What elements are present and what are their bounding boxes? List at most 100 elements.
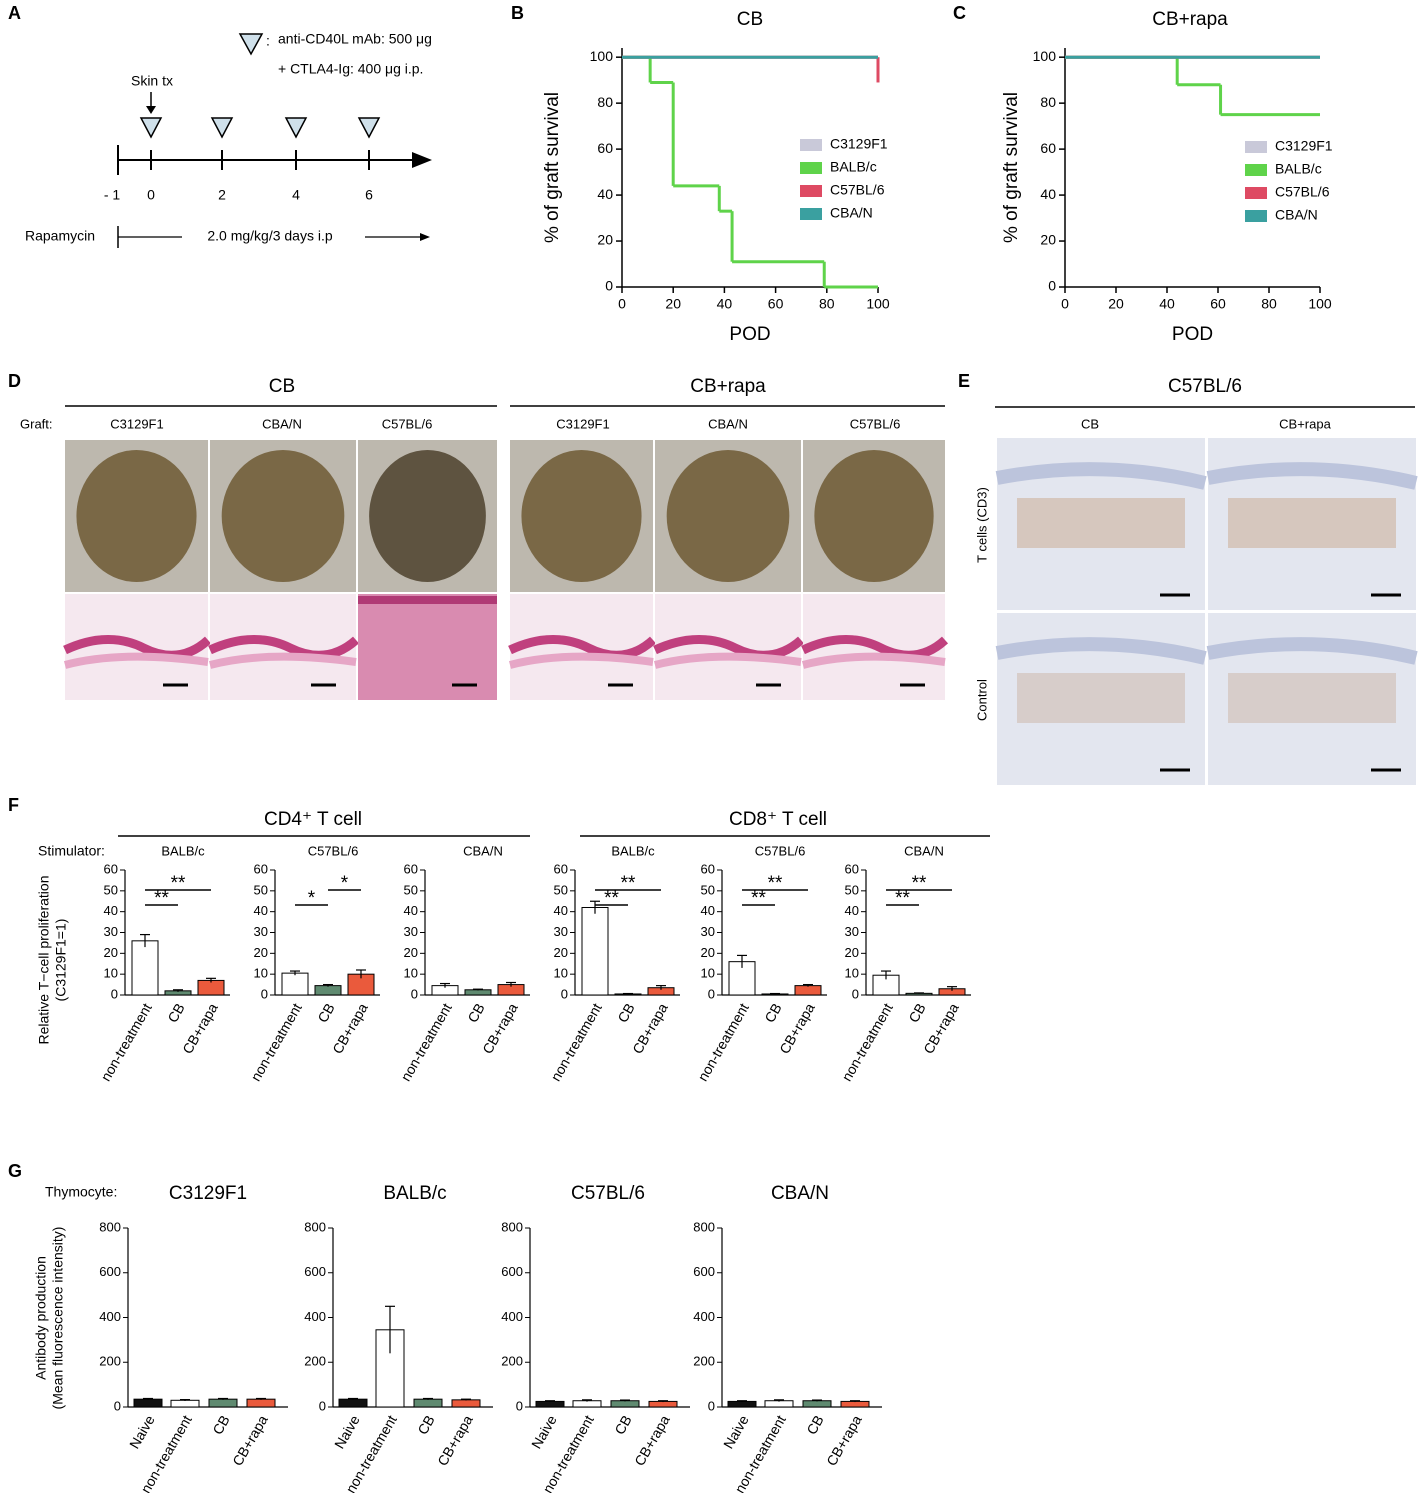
x-tick-label: 20 — [665, 296, 681, 312]
bar — [451, 1399, 481, 1408]
x-tick-label: non-treatment — [397, 1000, 454, 1084]
x-tick-label: 60 — [1210, 296, 1226, 312]
x-tick-label: CB+rapa — [823, 1412, 865, 1468]
graft-photo — [814, 450, 934, 582]
dermis — [801, 652, 946, 669]
y-axis-label: % of graft survival — [542, 92, 563, 243]
legend-line: + CTLA4-Ig: 400 μg i.p. — [278, 61, 423, 77]
epidermis — [1206, 462, 1418, 490]
panel-letter: F — [8, 795, 19, 815]
x-tick-label: CB+rapa — [229, 1412, 271, 1468]
x-tick-label: 80 — [819, 296, 835, 312]
graft-photo — [521, 450, 642, 582]
y-tick-label: 400 — [693, 1309, 715, 1324]
bar — [648, 1400, 678, 1408]
epidermis — [653, 635, 804, 660]
column-label: C57BL/6 — [850, 416, 901, 431]
bar — [246, 1398, 276, 1408]
y-tick-label: 60 — [554, 861, 568, 876]
triangle-icon — [357, 117, 381, 139]
chart-title: BALB/c — [383, 1183, 446, 1204]
row-label: Control — [974, 679, 989, 721]
triangle-icon — [210, 117, 234, 139]
day-label: 2 — [218, 187, 226, 203]
column-label: CBA/N — [708, 416, 748, 431]
chart-title: C57BL/6 — [571, 1183, 645, 1204]
x-tick-label: Naive — [126, 1412, 158, 1451]
y-tick-label: 80 — [597, 94, 613, 110]
panel-title: C57BL/6 — [1168, 376, 1242, 397]
y-tick-label: 10 — [104, 966, 118, 981]
epidermis — [801, 635, 949, 660]
y-tick-label: 600 — [693, 1264, 715, 1279]
y-tick-label: 0 — [261, 986, 268, 1001]
bar — [581, 907, 609, 996]
stain — [1017, 498, 1185, 548]
x-axis-label: POD — [729, 324, 770, 345]
x-tick-label: CB — [803, 1412, 827, 1437]
bar — [208, 1398, 238, 1408]
y-tick-label: 50 — [554, 882, 568, 897]
graft-photo — [666, 450, 790, 582]
stain — [1017, 673, 1185, 723]
epidermis — [508, 635, 657, 660]
stain — [1228, 498, 1396, 548]
y-tick-label: 0 — [708, 986, 715, 1001]
significance-label: ** — [154, 888, 169, 909]
y-tick-label: 600 — [501, 1264, 523, 1279]
graft-photo — [369, 450, 486, 582]
group-title: CD4⁺ T cell — [264, 809, 362, 830]
column-label: C3129F1 — [556, 416, 609, 431]
x-tick-label: CB — [209, 1412, 233, 1437]
panel-letter: D — [8, 371, 21, 391]
panel-letter: C — [953, 3, 966, 23]
rapamycin: Rapamycin — [25, 228, 95, 244]
graft-photo — [221, 450, 345, 582]
y-tick-label: 600 — [304, 1264, 326, 1279]
panel-letter: E — [958, 371, 970, 391]
thymocyte-label: Thymocyte: — [45, 1184, 117, 1200]
panel-letter: G — [8, 1161, 22, 1181]
y-tick-label: 50 — [104, 882, 118, 897]
x-tick-label: Naive — [528, 1412, 560, 1451]
x-tick-label: CB — [464, 1000, 488, 1025]
x-tick-label: non-treatment — [838, 1000, 895, 1084]
y-tick-label: 30 — [701, 924, 715, 939]
bar — [610, 1400, 640, 1408]
epidermis — [358, 596, 497, 604]
significance-label: ** — [912, 873, 927, 894]
legend-swatch — [800, 185, 822, 197]
day-label: 6 — [365, 187, 373, 203]
y-tick-label: 20 — [1040, 232, 1056, 248]
y-tick-label: 40 — [845, 903, 859, 918]
bar — [281, 972, 309, 996]
x-tick-label: 100 — [866, 296, 890, 312]
chart-title: BALB/c — [161, 843, 205, 858]
epidermis — [63, 635, 212, 660]
y-tick-label: 10 — [404, 966, 418, 981]
legend-swatch — [1245, 164, 1267, 176]
chart-title: CBA/N — [463, 843, 503, 858]
dermis — [63, 652, 209, 669]
bar — [764, 1400, 794, 1408]
day-label: 0 — [147, 187, 155, 203]
bar — [413, 1398, 443, 1408]
y-tick-label: 60 — [404, 861, 418, 876]
y-tick-label: 0 — [111, 986, 118, 1001]
x-tick-label: 40 — [717, 296, 733, 312]
x-tick-label: CB — [314, 1000, 338, 1025]
y-tick-label: 30 — [554, 924, 568, 939]
y-tick-label: 200 — [501, 1354, 523, 1369]
triangle-icon — [284, 117, 308, 139]
y-tick-label: 20 — [554, 945, 568, 960]
y-tick-label: 400 — [501, 1309, 523, 1324]
y-tick-label: 0 — [708, 1398, 715, 1413]
chart-title: C57BL/6 — [755, 843, 806, 858]
y-tick-label: 40 — [701, 903, 715, 918]
legend-label: C3129F1 — [830, 136, 888, 152]
y-tick-label: 20 — [254, 945, 268, 960]
legend-swatch — [800, 162, 822, 174]
y-tick-label: 60 — [104, 861, 118, 876]
x-tick-label: CB — [614, 1000, 638, 1025]
x-tick-label: 0 — [1061, 296, 1069, 312]
